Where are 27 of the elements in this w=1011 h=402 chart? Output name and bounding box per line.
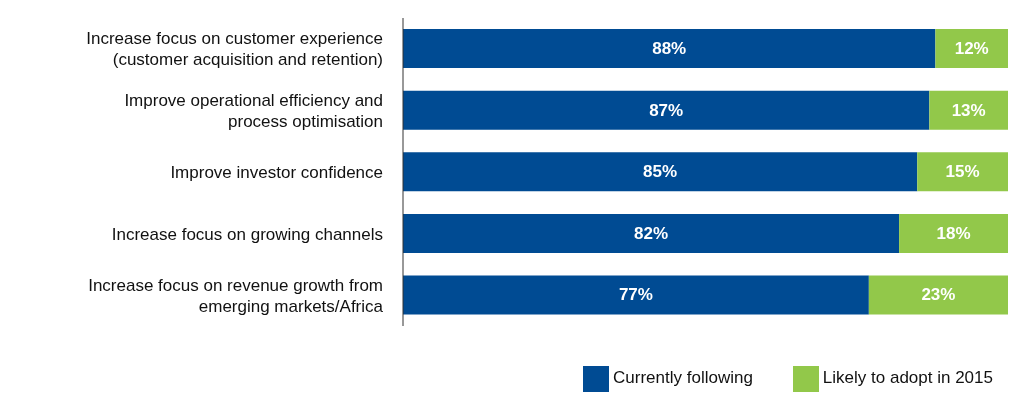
bar	[403, 29, 936, 69]
data-label: 23%	[921, 285, 956, 305]
legend-label: Currently following	[613, 368, 753, 388]
y-tick-label: Improve operational efficiency and process optimisation	[124, 90, 383, 131]
bar	[403, 213, 900, 253]
data-label: 12%	[954, 39, 989, 59]
data-label: 85%	[643, 162, 678, 182]
y-tick-label: Increase focus on growing channels	[111, 224, 383, 244]
data-label: 77%	[618, 285, 653, 305]
bar	[899, 213, 1008, 253]
bar	[935, 29, 1008, 69]
legend-label: Likely to adopt in 2015	[822, 368, 993, 388]
bar	[403, 90, 930, 130]
data-label: 13%	[951, 100, 986, 120]
data-label: 87%	[649, 100, 684, 120]
bar	[403, 152, 918, 192]
data-label: 15%	[945, 162, 980, 182]
bar	[929, 90, 1008, 130]
bar	[917, 152, 1008, 192]
y-tick-label: Improve investor confidence	[170, 162, 383, 182]
y-tick-label: Increase focus on revenue growth from emerging markets/Africa	[88, 275, 384, 316]
y-tick-label: Increase focus on customer experience (customer acquisition and retention)	[86, 28, 383, 69]
data-label: 18%	[936, 223, 971, 243]
bar	[868, 275, 1008, 315]
data-label: 88%	[652, 39, 687, 59]
data-label: 82%	[634, 223, 669, 243]
bar	[403, 275, 869, 315]
